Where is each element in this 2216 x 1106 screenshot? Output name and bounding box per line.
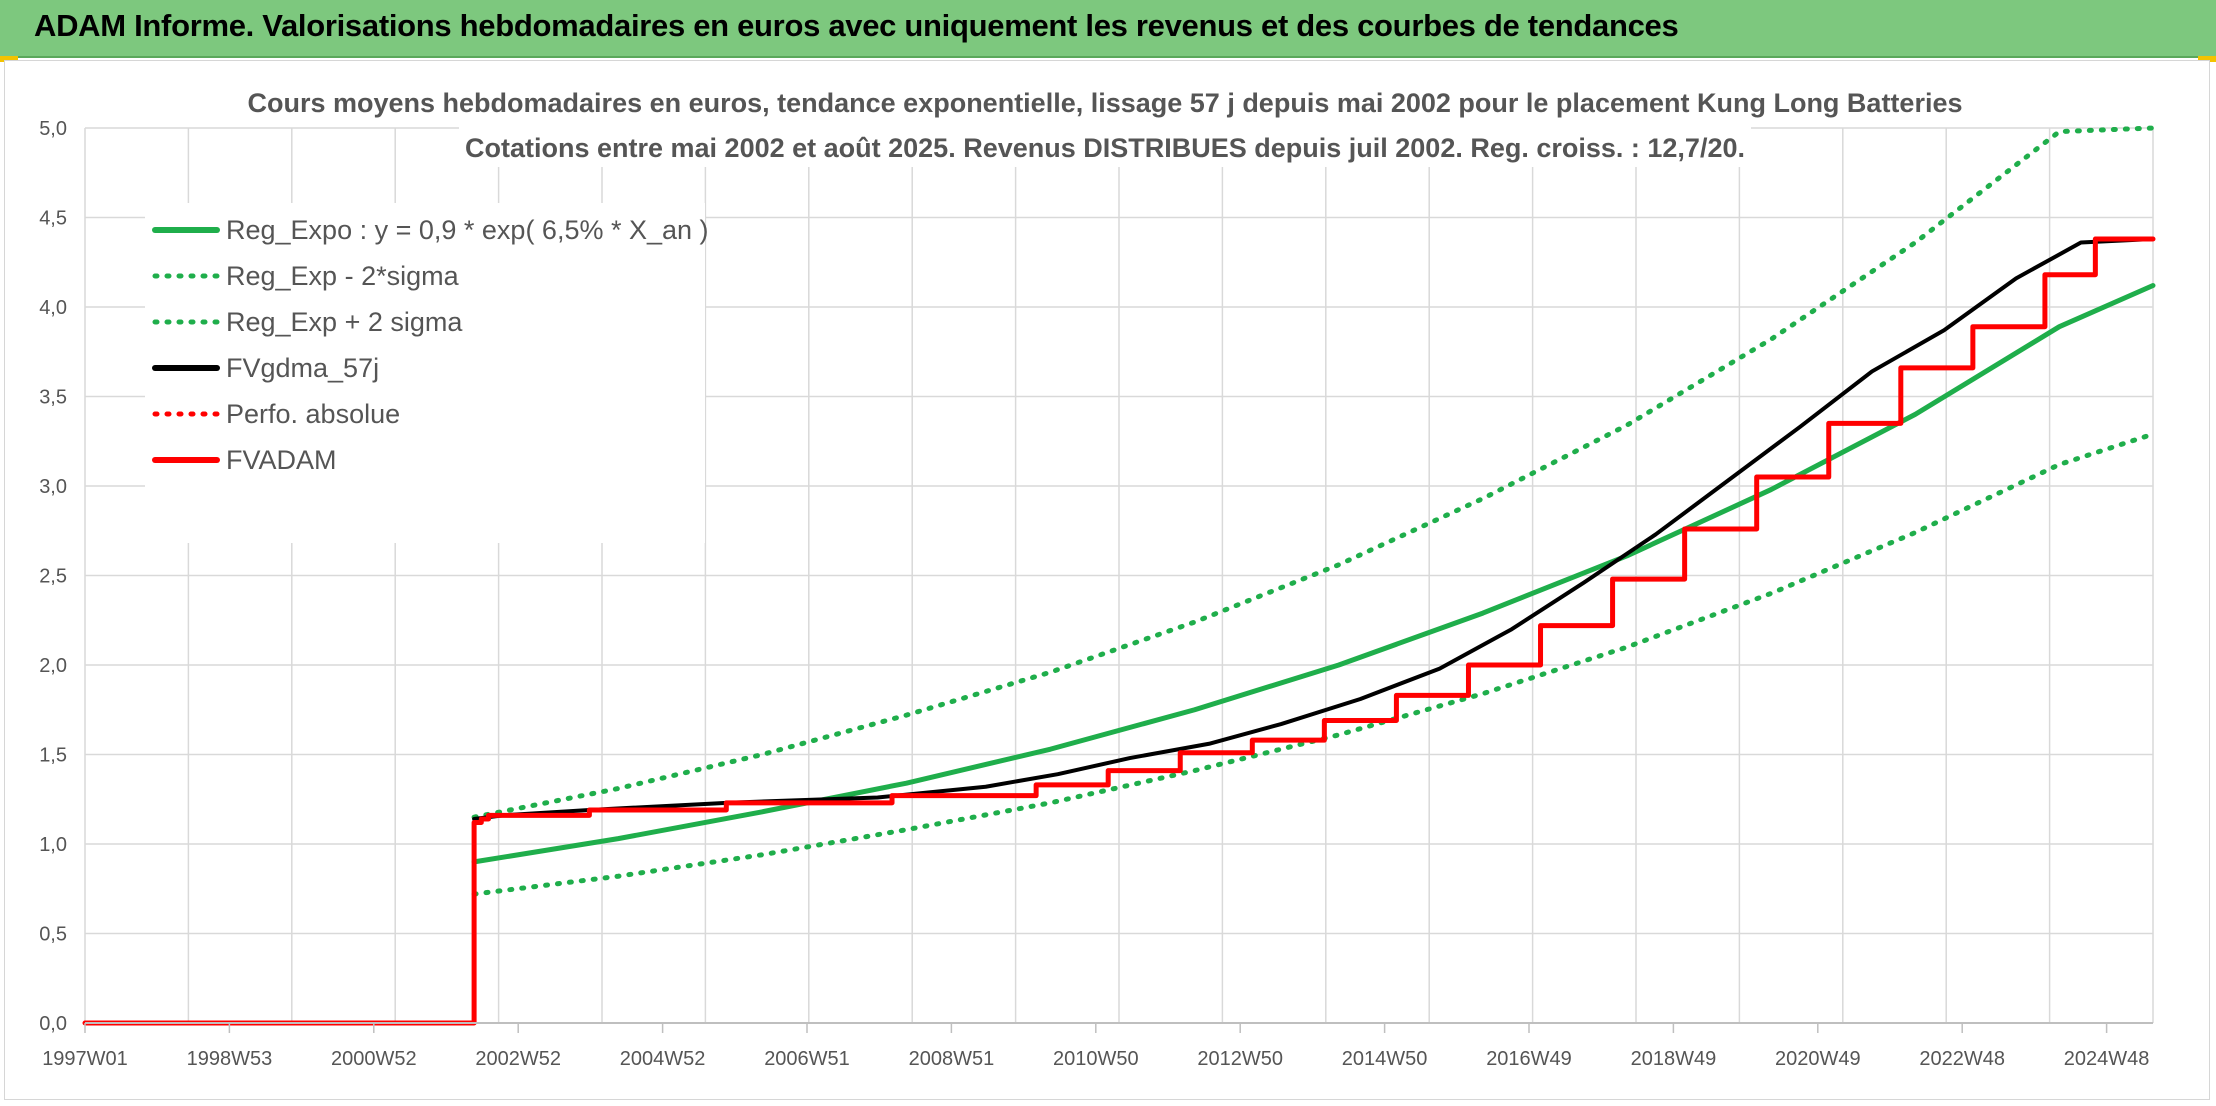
axes: 0,0 0,5 1,0 1,5 2,0 2,5 3,0 3,5 4,0 4,5 5,0 1997W01… xyxy=(39,118,2153,1070)
series-lines xyxy=(82,125,2156,1026)
series-line-0 xyxy=(471,283,2156,865)
legend: Reg_Expo : y = 0,9 * exp( 6,5% * X_an ) R… xyxy=(145,203,709,543)
series-line-5 xyxy=(82,236,2156,1026)
legend-background xyxy=(145,203,705,543)
line-chart: 0,0 0,5 1,0 1,5 2,0 2,5 3,0 3,5 4,0 4,5 5,0 1997W01… xyxy=(39,82,2156,1070)
y-tick-label: 3,5 xyxy=(39,387,67,409)
x-tick-label: 2012W50 xyxy=(1197,1048,1283,1070)
series-line-2 xyxy=(471,125,2156,820)
corner-marker-right xyxy=(2198,56,2216,62)
y-tick-label: 2,5 xyxy=(39,566,67,588)
page-title: ADAM Informe. Valorisations hebdomadaire… xyxy=(34,8,1679,43)
x-tick-label: 2006W51 xyxy=(764,1048,850,1070)
y-tick-label: 5,0 xyxy=(39,118,67,140)
y-tick-label: 2,0 xyxy=(39,655,67,677)
chart-area: 0,0 0,5 1,0 1,5 2,0 2,5 3,0 3,5 4,0 4,5 5,0 1997W01… xyxy=(4,60,2210,1100)
legend-label: Reg_Exp + 2 sigma xyxy=(226,307,463,337)
corner-marker-left xyxy=(0,56,18,62)
legend-label: Reg_Expo : y = 0,9 * exp( 6,5% * X_an ) xyxy=(226,215,709,245)
x-tick-label: 2014W50 xyxy=(1342,1048,1428,1070)
legend-label: Perfo. absolue xyxy=(226,399,400,429)
x-tick-label: 2018W49 xyxy=(1631,1048,1717,1070)
x-tick-label: 2002W52 xyxy=(475,1048,561,1070)
x-tick-label: 2000W52 xyxy=(331,1048,417,1070)
x-tick-label: 2016W49 xyxy=(1486,1048,1572,1070)
title-background xyxy=(459,127,1751,167)
x-tick-label: 1997W01 xyxy=(42,1048,128,1070)
legend-label: FVADAM xyxy=(226,445,337,475)
x-tick-label: 2024W48 xyxy=(2064,1048,2150,1070)
header-bar: ADAM Informe. Valorisations hebdomadaire… xyxy=(0,0,2216,58)
x-tick-label: 2004W52 xyxy=(620,1048,706,1070)
y-tick-label: 4,0 xyxy=(39,297,67,319)
y-tick-label: 4,5 xyxy=(39,208,67,230)
y-tick-label: 0,5 xyxy=(39,924,67,946)
chart-title-line: Cotations entre mai 2002 et août 2025. R… xyxy=(465,133,1745,163)
x-tick-label: 1998W53 xyxy=(187,1048,273,1070)
x-tick-label: 2022W48 xyxy=(1919,1048,2005,1070)
series-line-3 xyxy=(472,236,2155,821)
x-tick-label: 2008W51 xyxy=(909,1048,995,1070)
y-tick-label: 3,0 xyxy=(39,476,67,498)
chart-title: Cours moyens hebdomadaires en euros, ten… xyxy=(241,82,1969,167)
legend-label: Reg_Exp - 2*sigma xyxy=(226,261,460,291)
series-line-1 xyxy=(471,431,2156,897)
legend-label: FVgdma_57j xyxy=(226,353,379,383)
x-tick-label: 2010W50 xyxy=(1053,1048,1139,1070)
y-tick-label: 0,0 xyxy=(39,1013,67,1035)
chart-title-line: Cours moyens hebdomadaires en euros, ten… xyxy=(247,88,1962,118)
y-tick-label: 1,0 xyxy=(39,834,67,856)
y-tick-label: 1,5 xyxy=(39,745,67,767)
x-tick-label: 2020W49 xyxy=(1775,1048,1861,1070)
title-background xyxy=(241,82,1969,122)
